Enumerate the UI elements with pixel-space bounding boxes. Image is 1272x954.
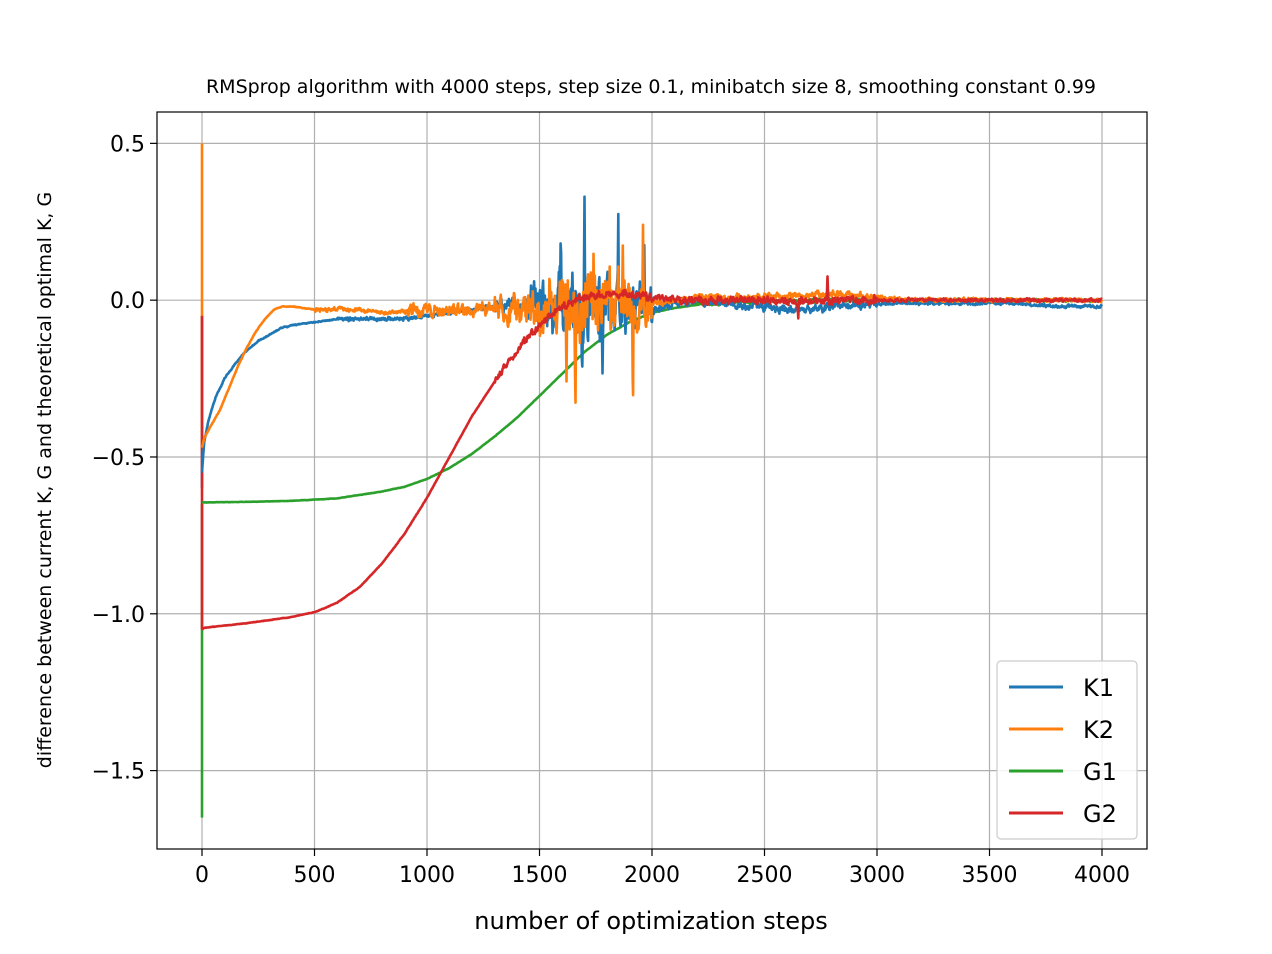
legend-label-g2: G2 [1083,800,1117,828]
x-tick-label: 500 [294,863,336,888]
x-tick-label: 3500 [962,863,1018,888]
x-axis-label: number of optimization steps [474,907,827,935]
x-tick-label: 1500 [512,863,568,888]
x-tick-label: 0 [195,863,209,888]
series-lines [200,195,1104,631]
x-tick-label: 2500 [737,863,793,888]
y-tick-label: −0.5 [92,446,145,471]
x-tick-label: 4000 [1074,863,1130,888]
y-tick-label: 0.5 [110,132,145,157]
legend-label-k1: K1 [1083,674,1114,702]
series-line-g2 [201,275,1103,631]
y-tick-label: −1.5 [92,760,145,785]
x-tick-label: 1000 [399,863,455,888]
legend-box [996,660,1138,840]
y-axis-ticks: 0.5 0.0 −0.5 −1.0 −1.5 [92,132,157,785]
y-axis-label: difference between current K, G and theo… [34,192,56,768]
y-tick-label: 0.0 [110,289,145,314]
legend-label-g1: G1 [1083,758,1117,786]
series-line-k1 [200,195,1103,473]
legend: K1 K2 G1 G2 [996,660,1138,840]
y-tick-label: −1.0 [92,603,145,628]
x-tick-label: 3000 [849,863,905,888]
x-axis-ticks: 0 500 1000 1500 2000 2500 3000 3500 4000 [195,849,1130,888]
x-tick-label: 2000 [624,863,680,888]
legend-label-k2: K2 [1083,716,1114,744]
chart-title: RMSprop algorithm with 4000 steps, step … [206,76,1096,98]
